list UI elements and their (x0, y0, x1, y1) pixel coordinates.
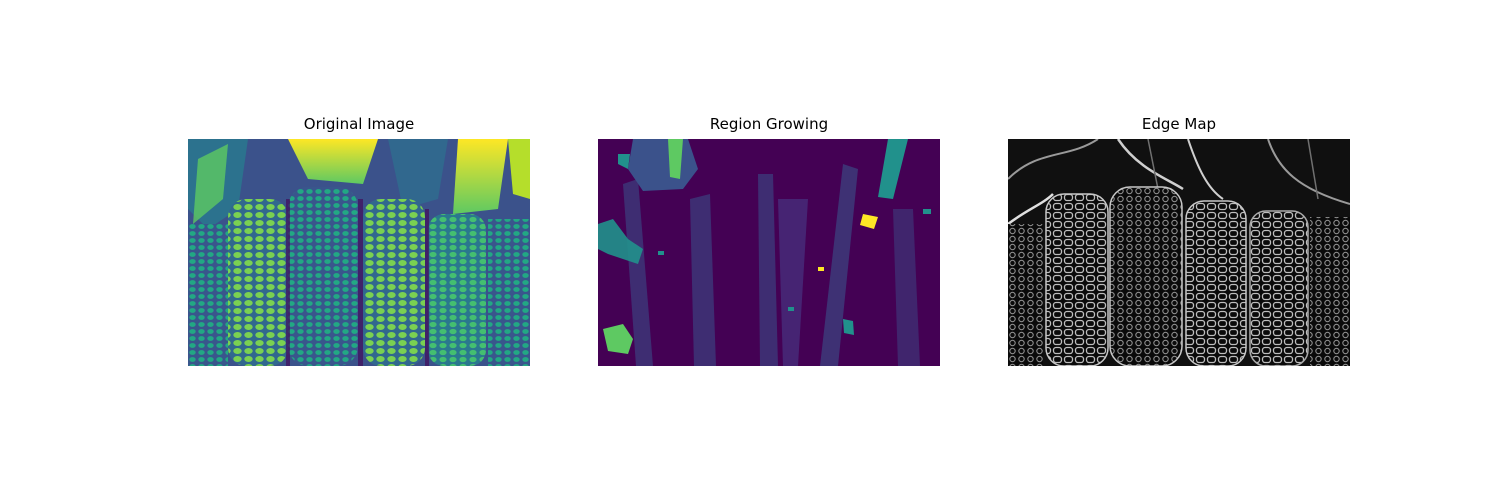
original-image-canvas (188, 139, 530, 366)
region-growing-image (598, 139, 940, 366)
region-growing-canvas (598, 139, 940, 366)
edge-map-canvas (1008, 139, 1350, 366)
edge-map-image (1008, 139, 1350, 366)
original-image (188, 139, 530, 366)
panel-title-region-growing: Region Growing (598, 115, 940, 133)
panel-title-original: Original Image (188, 115, 530, 133)
panel-title-edge-map: Edge Map (1008, 115, 1350, 133)
